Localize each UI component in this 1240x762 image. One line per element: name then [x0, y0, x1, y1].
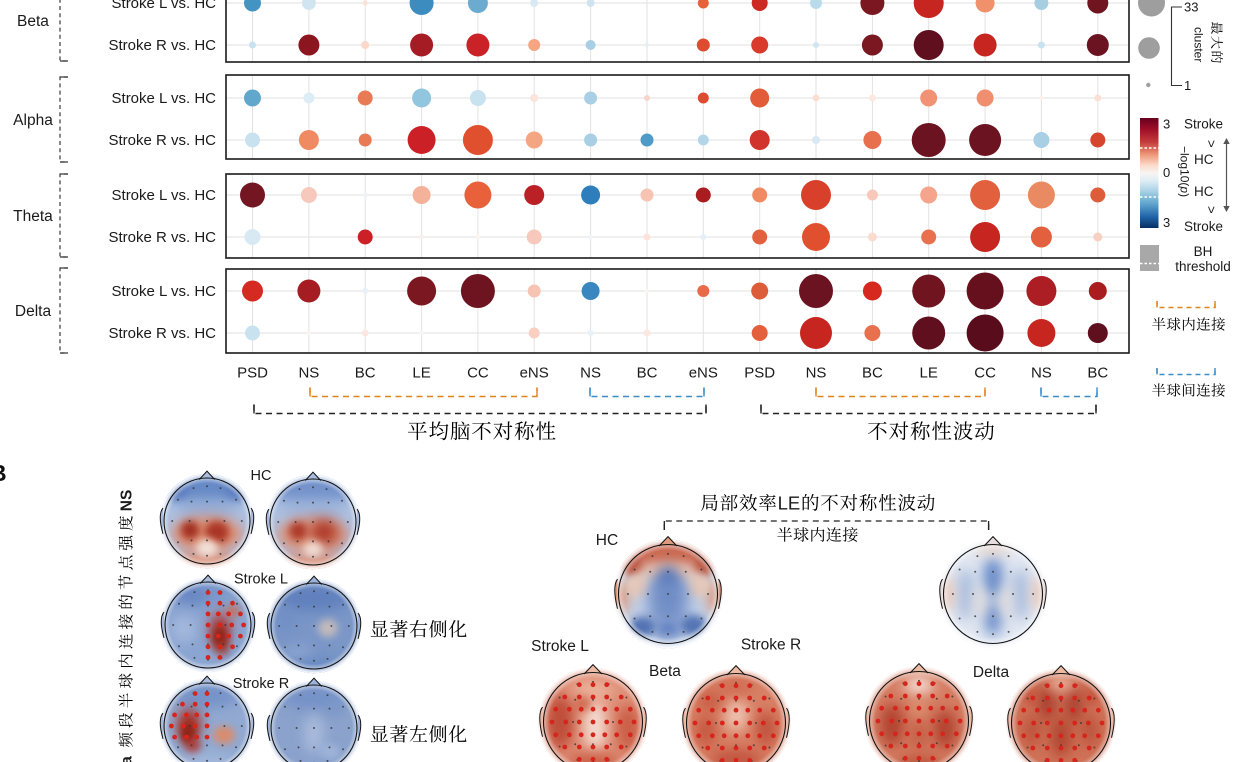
- svg-text:NS: NS: [1031, 365, 1052, 382]
- svg-text:Delta: Delta: [15, 303, 52, 320]
- svg-text:NS: NS: [119, 490, 136, 512]
- svg-text:CC: CC: [974, 365, 996, 382]
- svg-text:−log10(p): −log10(p): [1178, 146, 1192, 197]
- svg-text:Stroke R vs. HC: Stroke R vs. HC: [108, 37, 216, 54]
- svg-text:>: >: [1204, 206, 1219, 214]
- svg-text:eNS: eNS: [689, 365, 718, 382]
- svg-text:Stroke R vs. HC: Stroke R vs. HC: [108, 325, 216, 342]
- svg-text:1: 1: [1184, 78, 1191, 93]
- svg-text:3: 3: [1163, 117, 1170, 132]
- svg-text:Stroke L: Stroke L: [234, 572, 288, 588]
- svg-text:ta: ta: [119, 756, 136, 762]
- svg-text:NS: NS: [298, 365, 319, 382]
- svg-text:threshold: threshold: [1175, 259, 1231, 274]
- svg-text:HC: HC: [1194, 184, 1214, 199]
- svg-text:BC: BC: [862, 365, 883, 382]
- svg-text:Stroke L vs. HC: Stroke L vs. HC: [112, 0, 217, 12]
- svg-text:NS: NS: [580, 365, 601, 382]
- svg-text:PSD: PSD: [744, 365, 775, 382]
- svg-text:Alpha: Alpha: [13, 112, 53, 129]
- svg-text:>: >: [1204, 140, 1219, 148]
- svg-text:Beta: Beta: [17, 13, 49, 30]
- svg-text:0: 0: [1163, 165, 1170, 180]
- svg-text:3: 3: [1163, 215, 1170, 230]
- svg-text:BC: BC: [1087, 365, 1108, 382]
- svg-text:BH: BH: [1194, 244, 1213, 259]
- svg-text:Stroke: Stroke: [1184, 117, 1223, 132]
- svg-text:Beta: Beta: [649, 663, 681, 680]
- svg-text:CC: CC: [467, 365, 489, 382]
- svg-text:Stroke L vs. HC: Stroke L vs. HC: [112, 90, 217, 107]
- svg-text:LE: LE: [920, 365, 938, 382]
- svg-text:Stroke L: Stroke L: [531, 638, 589, 655]
- svg-text:eNS: eNS: [520, 365, 549, 382]
- svg-text:Stroke R vs. HC: Stroke R vs. HC: [108, 229, 216, 246]
- svg-text:PSD: PSD: [237, 365, 268, 382]
- svg-text:BC: BC: [355, 365, 376, 382]
- svg-text:Stroke R vs. HC: Stroke R vs. HC: [108, 132, 216, 149]
- svg-text:Stroke L vs. HC: Stroke L vs. HC: [112, 283, 217, 300]
- svg-text:Stroke R: Stroke R: [233, 676, 289, 692]
- svg-text:Delta: Delta: [973, 664, 1010, 681]
- svg-text:Stroke R: Stroke R: [741, 637, 801, 654]
- svg-text:NS: NS: [806, 365, 827, 382]
- svg-text:LE: LE: [778, 493, 801, 514]
- svg-text:B: B: [0, 460, 7, 486]
- svg-text:33: 33: [1184, 0, 1198, 15]
- svg-text:HC: HC: [1194, 152, 1214, 167]
- svg-text:Theta: Theta: [13, 208, 53, 225]
- svg-text:HC: HC: [596, 532, 618, 549]
- svg-text:Stroke: Stroke: [1184, 219, 1223, 234]
- svg-text:BC: BC: [637, 365, 658, 382]
- svg-text:Stroke L vs. HC: Stroke L vs. HC: [112, 187, 217, 204]
- svg-text:cluster: cluster: [1192, 27, 1206, 62]
- svg-text:HC: HC: [251, 468, 272, 484]
- svg-text:LE: LE: [412, 365, 430, 382]
